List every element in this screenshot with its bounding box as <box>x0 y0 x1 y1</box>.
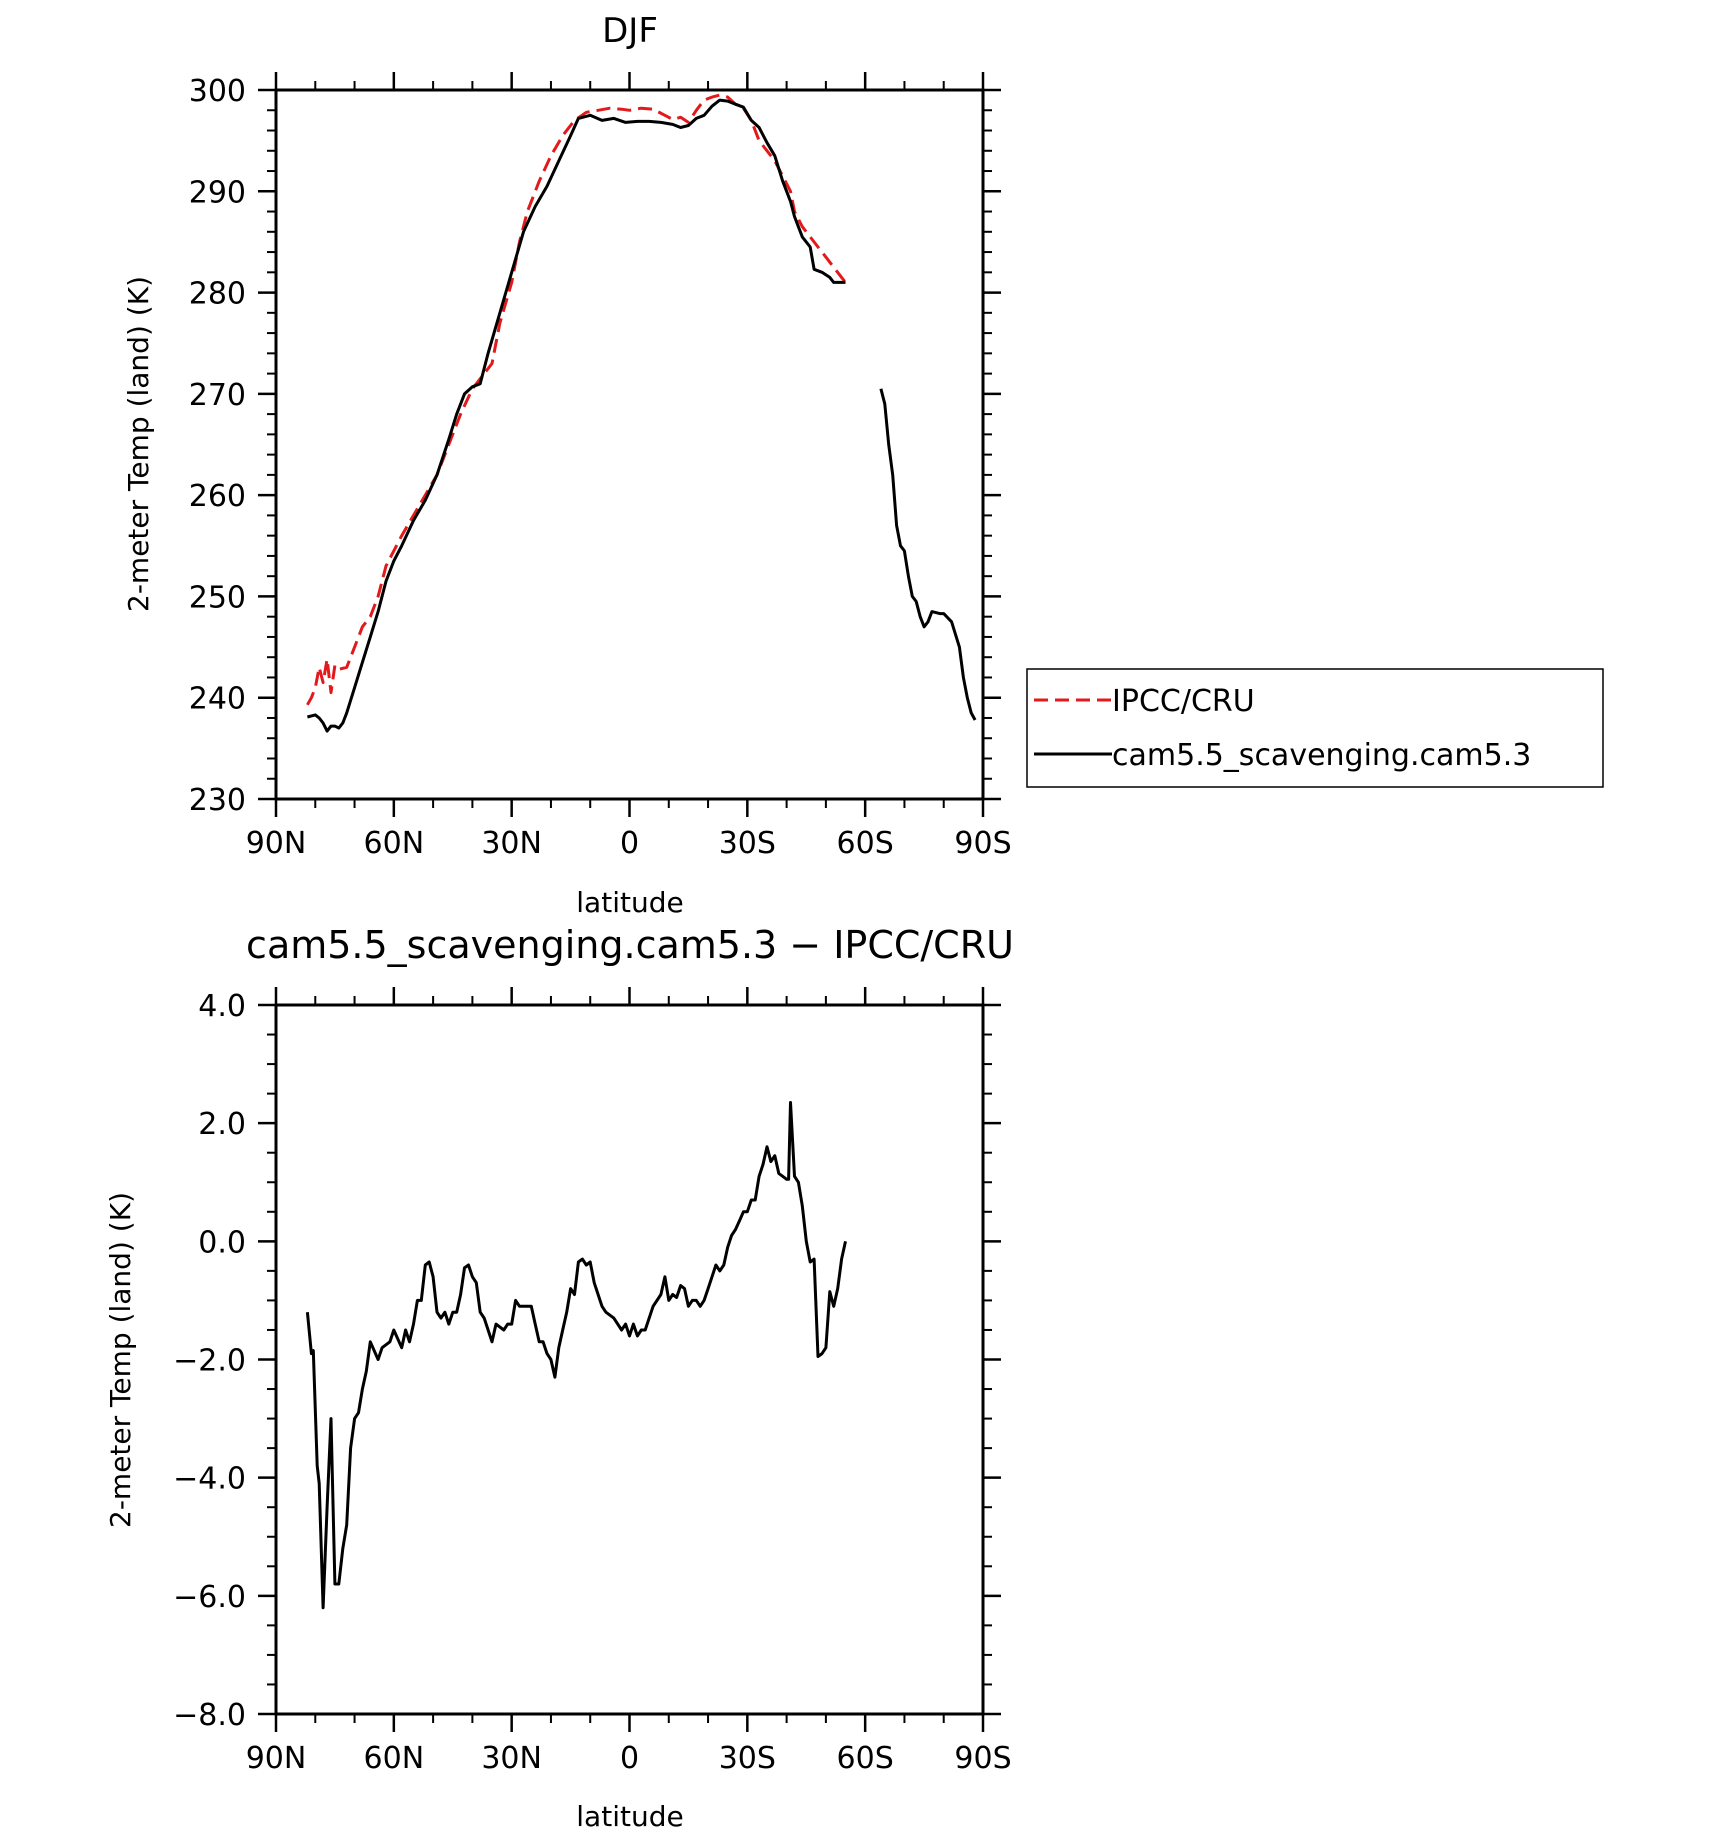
difference-x-axis-label: latitude <box>576 1800 683 1833</box>
x-tick-label: 90S <box>954 826 1011 861</box>
legend-box <box>1026 668 1604 788</box>
y-tick-label: 250 <box>189 580 246 615</box>
x-tick-label: 30S <box>719 826 776 861</box>
y-tick-label: 260 <box>189 479 246 514</box>
ipcc-cru-series-line <box>306 93 847 706</box>
temperature-panel: DJF latitude 2-meter Temp (land) (K) 90N… <box>122 11 1012 919</box>
x-tick-label: 60S <box>837 1741 894 1776</box>
x-tick-label: 90S <box>954 1741 1011 1776</box>
temperature-y-axis-label: 2-meter Temp (land) (K) <box>122 276 155 612</box>
y-tick-label: 300 <box>189 74 246 109</box>
cam5-5-scavenging-cam5-3-series-line <box>307 98 977 733</box>
x-tick-label: 0 <box>620 826 639 861</box>
temperature-series <box>306 93 977 733</box>
y-tick-label: −2.0 <box>173 1344 246 1379</box>
temperature-tick-labels: 90N 60N 30N 0 30S 60S 90S 230 240 250 260 270 280 290… <box>189 74 1012 861</box>
y-tick-label: −4.0 <box>173 1462 246 1497</box>
x-tick-label: 90N <box>246 826 307 861</box>
difference-series <box>305 1101 847 1610</box>
temperature-plot-frame <box>274 88 985 801</box>
difference-tick-labels: 90N 60N 30N 0 30S 60S 90S −8.0 −6.0 −4.0 −2.0 0.0 2.… <box>173 989 1011 1776</box>
difference-chart-title: cam5.5_scavenging.cam5.3 − IPCC/CRU <box>246 923 1014 967</box>
y-tick-label: 4.0 <box>198 989 246 1024</box>
y-tick-label: 0.0 <box>198 1225 246 1260</box>
x-tick-label: 30S <box>719 1741 776 1776</box>
x-tick-label: 60N <box>364 1741 425 1776</box>
legend-label-ipcc-cru: IPCC/CRU <box>1112 684 1255 719</box>
y-tick-label: −8.0 <box>173 1698 246 1733</box>
x-tick-label: 60S <box>837 826 894 861</box>
x-tick-label: 30N <box>481 826 542 861</box>
legend: IPCC/CRU cam5.5_scavenging.cam5.3 <box>1026 668 1604 788</box>
y-tick-label: 280 <box>189 277 246 312</box>
y-tick-label: 290 <box>189 175 246 210</box>
temperature-chart-title: DJF <box>602 11 658 51</box>
y-tick-label: −6.0 <box>173 1580 246 1615</box>
x-tick-label: 0 <box>620 1741 639 1776</box>
y-tick-label: 230 <box>189 783 246 818</box>
difference-axis-ticks <box>258 987 1001 1732</box>
difference-series-line <box>305 1101 847 1610</box>
x-tick-label: 90N <box>246 1741 307 1776</box>
difference-y-axis-label: 2-meter Temp (land) (K) <box>104 1192 137 1528</box>
y-tick-label: 270 <box>189 378 246 413</box>
y-tick-label: 2.0 <box>198 1107 246 1142</box>
y-tick-label: 240 <box>189 682 246 717</box>
temperature-x-axis-label: latitude <box>576 886 683 919</box>
legend-label-cam5: cam5.5_scavenging.cam5.3 <box>1112 738 1531 773</box>
x-tick-label: 30N <box>481 1741 542 1776</box>
difference-plot-frame <box>274 1003 985 1716</box>
difference-panel: cam5.5_scavenging.cam5.3 − IPCC/CRU lati… <box>104 923 1014 1833</box>
x-tick-label: 60N <box>364 826 425 861</box>
